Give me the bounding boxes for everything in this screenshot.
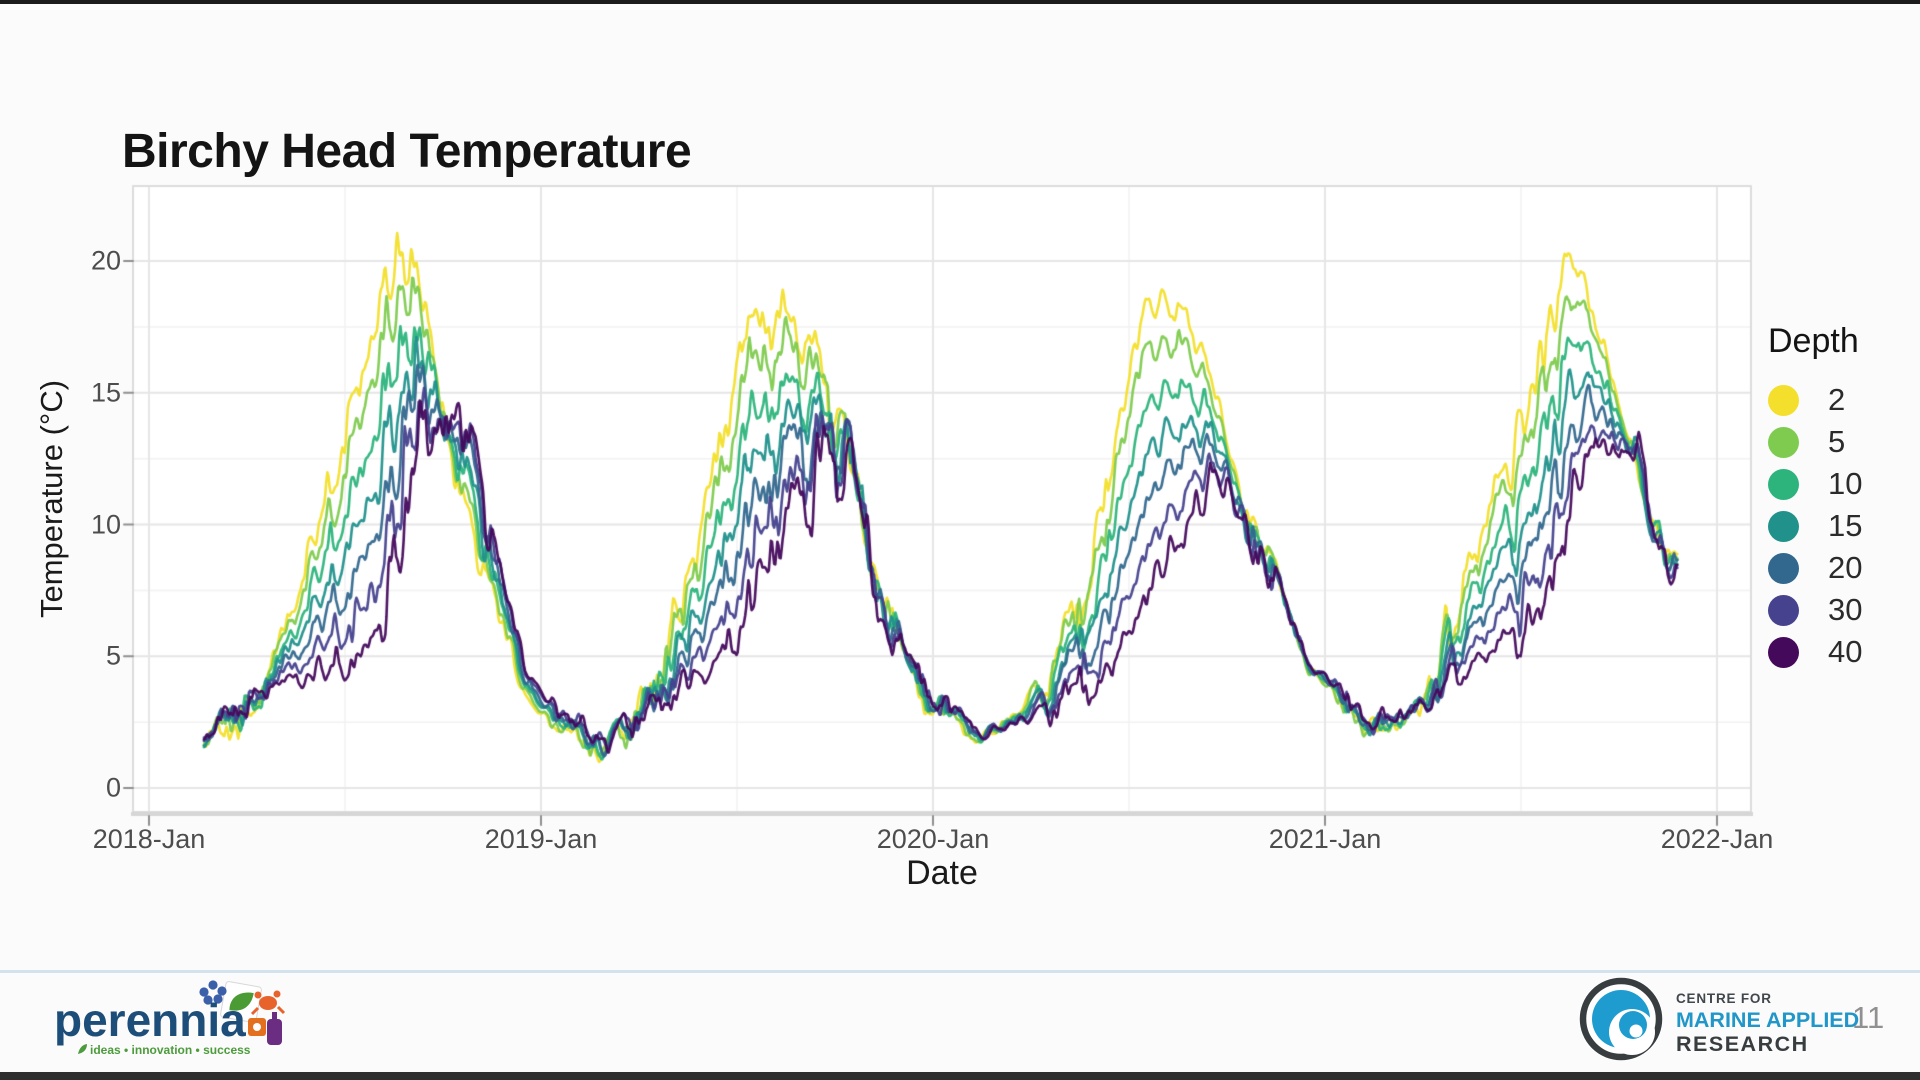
y-axis-title: Temperature (°C) xyxy=(34,379,69,619)
legend-label: 5 xyxy=(1828,424,1846,459)
legend-item-depth-30: 30 xyxy=(1768,589,1862,631)
flower-icon xyxy=(199,980,227,1005)
legend-item-depth-40: 40 xyxy=(1768,631,1862,673)
footer-divider xyxy=(0,970,1920,973)
legend-title: Depth xyxy=(1768,322,1859,360)
sprout-icon xyxy=(78,1044,87,1054)
cmar-line1: CENTRE FOR xyxy=(1676,991,1772,1006)
legend-item-depth-15: 15 xyxy=(1768,505,1862,547)
legend-swatch xyxy=(1768,594,1799,626)
y-tick-label: 15 xyxy=(90,377,121,408)
y-tick-label: 5 xyxy=(105,640,121,671)
cmar-logo xyxy=(1578,976,1664,1067)
legend-label: 20 xyxy=(1828,550,1863,585)
legend-swatch xyxy=(1768,510,1799,542)
legend-label: 40 xyxy=(1828,634,1863,669)
x-tick-label: 2021-Jan xyxy=(1268,824,1382,854)
perennia-wordmark: perennia xyxy=(54,994,246,1046)
legend-item-depth-20: 20 xyxy=(1768,547,1862,589)
bottom-border-bar xyxy=(0,1072,1920,1080)
x-tick-label: 2022-Jan xyxy=(1660,824,1774,854)
legend-swatch xyxy=(1768,426,1799,458)
x-tick-label: 2020-Jan xyxy=(876,824,990,854)
perennia-logo: perennia ideas • innovation • success xyxy=(52,976,292,1071)
cmar-line2: MARINE APPLIED xyxy=(1676,1007,1860,1032)
legend-swatch xyxy=(1768,636,1799,668)
cmar-line3: RESEARCH xyxy=(1676,1032,1809,1056)
x-tick-label: 2018-Jan xyxy=(92,824,206,854)
legend-swatch xyxy=(1768,468,1799,500)
y-tick-label: 10 xyxy=(90,509,121,539)
cmar-text: CENTRE FOR MARINE APPLIED RESEARCH xyxy=(1676,992,1859,1056)
legend-swatch xyxy=(1768,552,1799,584)
perennia-icon-cluster xyxy=(199,980,286,1045)
legend-items: 2 5 10 15 20 30 40 xyxy=(1768,379,1862,673)
legend-item-depth-5: 5 xyxy=(1768,421,1862,463)
x-tick-label: 2019-Jan xyxy=(484,824,598,854)
y-tick-label: 0 xyxy=(105,772,121,803)
depth-legend: Depth 2 5 10 15 20 30 40 xyxy=(1768,322,1862,673)
perennia-logo-graphic: perennia ideas • innovation • success xyxy=(54,980,286,1057)
legend-item-depth-2: 2 xyxy=(1768,379,1862,421)
x-axis-title: Date xyxy=(906,854,978,892)
legend-label: 10 xyxy=(1828,466,1863,501)
cmar-wave-icon xyxy=(1579,977,1663,1061)
legend-label: 2 xyxy=(1828,382,1846,417)
perennia-tagline: ideas • innovation • success xyxy=(90,1043,251,1057)
crab-icon xyxy=(250,990,286,1016)
y-tick-label: 20 xyxy=(90,245,121,276)
legend-swatch xyxy=(1768,384,1799,416)
legend-label: 15 xyxy=(1828,508,1863,543)
bottle-icon xyxy=(267,1012,282,1045)
page-number: 11 xyxy=(1852,1000,1885,1035)
legend-label: 30 xyxy=(1828,592,1863,627)
legend-item-depth-10: 10 xyxy=(1768,463,1862,505)
